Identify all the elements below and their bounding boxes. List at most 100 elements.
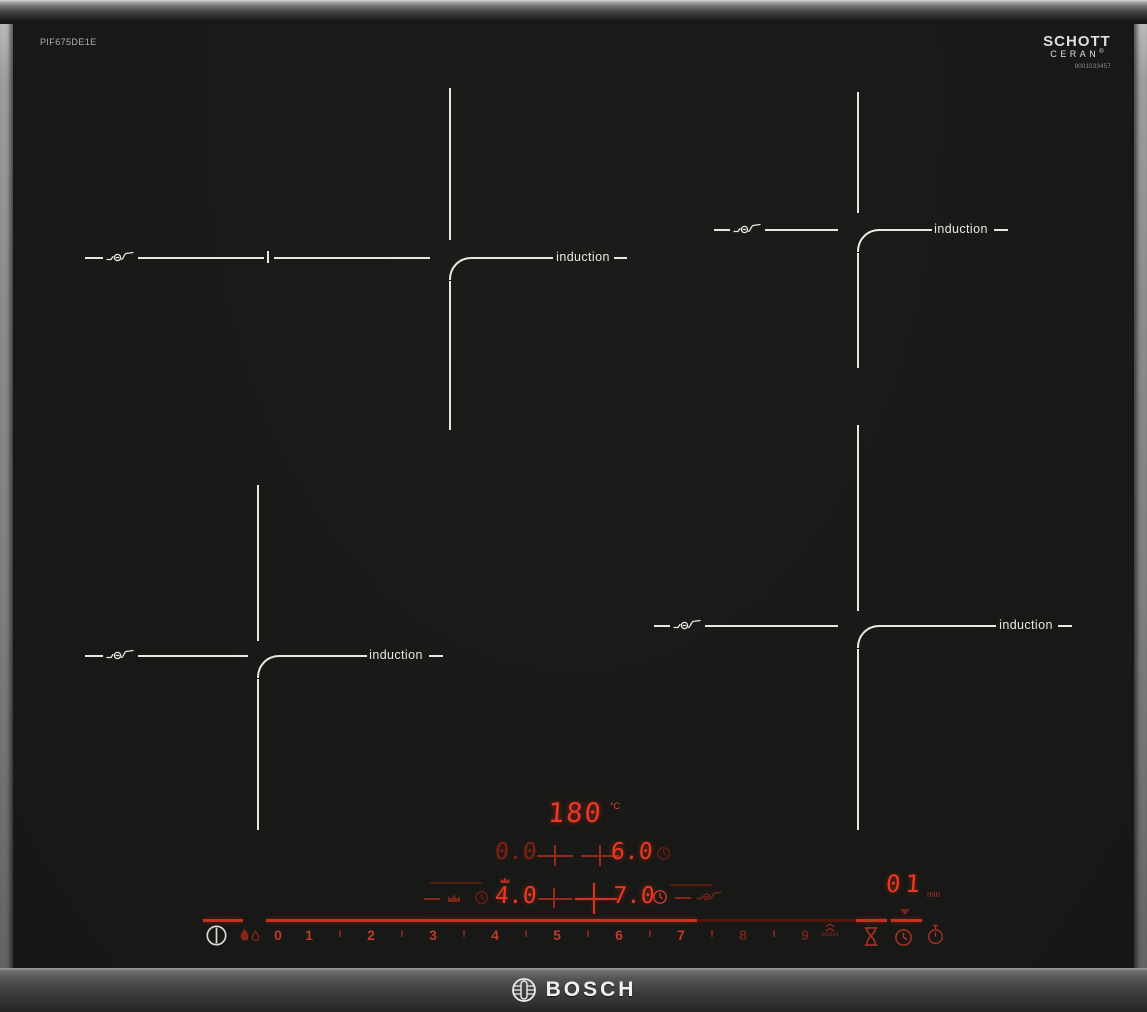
zone-line	[138, 257, 264, 259]
display-rear-right[interactable]: 6.0	[610, 839, 654, 865]
boost-button[interactable]: boost	[816, 923, 844, 938]
zone-label-induction: induction	[369, 648, 423, 662]
frame-right	[1134, 0, 1147, 1012]
registered-mark: ®	[1099, 49, 1104, 55]
zone-label-induction: induction	[999, 618, 1053, 632]
slider-tick	[649, 930, 651, 937]
zone-line	[880, 625, 996, 627]
crown-icon	[499, 876, 511, 884]
panel-divider-line	[430, 882, 482, 884]
timer-indicator-arrow-icon	[900, 909, 910, 915]
zone-position-cross[interactable]	[553, 888, 555, 908]
display-front-right[interactable]: 7.0	[612, 883, 656, 909]
zone-line	[994, 229, 1008, 231]
display-front-left[interactable]: 4.0	[494, 883, 538, 909]
slider-tick	[339, 930, 341, 937]
pan-zone-icon	[696, 889, 722, 901]
slider-level-0[interactable]: 0	[274, 927, 282, 943]
zone-position-cross[interactable]	[599, 845, 601, 866]
bottom-trim-bar: BOSCH	[0, 968, 1147, 1012]
slider-level-3[interactable]: 3	[429, 927, 437, 943]
slider-tick	[773, 930, 775, 937]
timer-display: 01	[885, 870, 926, 898]
slider-level-8[interactable]: 8	[739, 927, 747, 943]
ceramic-glass-surface	[13, 24, 1134, 968]
slider-tick	[525, 930, 527, 937]
zone-line	[857, 649, 859, 830]
stopwatch-icon[interactable]	[926, 924, 945, 946]
zone-line	[880, 229, 932, 231]
timer-segment-line	[891, 919, 922, 922]
zone-line	[1058, 625, 1072, 627]
slider-level-1[interactable]: 1	[305, 927, 313, 943]
zone-line	[429, 655, 443, 657]
bosch-emblem-icon	[511, 977, 537, 1003]
slider-tick	[711, 930, 713, 937]
zone-line	[857, 92, 859, 213]
timer-segment-line	[856, 919, 887, 922]
slider-tick	[463, 930, 465, 937]
hourglass-icon[interactable]	[863, 926, 879, 947]
power-icon[interactable]	[205, 924, 228, 947]
zone-line	[857, 425, 859, 611]
schott-text: SCHOTT	[1043, 33, 1111, 50]
model-number: PIF675DE1E	[40, 37, 97, 47]
frame-left	[0, 0, 13, 1012]
slider-level-4[interactable]: 4	[491, 927, 499, 943]
zone-line	[449, 88, 451, 240]
pan-zone-icon	[673, 617, 701, 630]
zone-line	[138, 655, 248, 657]
pan-zone-icon	[733, 221, 761, 234]
clock-icon	[656, 846, 671, 861]
schott-ceran-logo: SCHOTT CERAN® 9001033457	[1040, 33, 1114, 70]
display-rear-left[interactable]: 0.0	[494, 839, 538, 865]
zone-line	[472, 257, 553, 259]
slider-level-9[interactable]: 9	[801, 927, 809, 943]
boost-label: boost	[821, 932, 839, 938]
pan-zone-icon	[106, 647, 134, 660]
panel-divider-line	[670, 884, 712, 886]
temperature-unit: °C	[610, 801, 621, 811]
frame-top	[0, 0, 1147, 24]
zone-line	[765, 229, 838, 231]
zone-position-cross[interactable]	[575, 898, 617, 900]
clock-icon[interactable]	[894, 928, 913, 947]
pan-zone-icon	[106, 249, 134, 262]
slider-level-7[interactable]: 7	[677, 927, 685, 943]
zone-line	[714, 229, 730, 231]
zone-connector-tick	[267, 251, 269, 263]
zone-label-induction: induction	[556, 250, 610, 264]
temperature-display: 180	[546, 798, 604, 829]
zone-position-cross[interactable]	[593, 883, 595, 914]
slider-level-5[interactable]: 5	[553, 927, 561, 943]
slider-level-2[interactable]: 2	[367, 927, 375, 943]
ceran-text: CERAN®	[1050, 49, 1104, 59]
timer-unit: min	[927, 890, 940, 899]
slider-level-6[interactable]: 6	[615, 927, 623, 943]
zone-line	[274, 257, 430, 259]
clock-icon	[474, 890, 489, 905]
zone-line	[614, 257, 627, 259]
zone-position-cross[interactable]	[554, 845, 556, 866]
slider-tick	[587, 930, 589, 937]
slider-segment-line	[203, 919, 243, 922]
slider-active-line[interactable]	[266, 919, 697, 922]
zone-position-cross[interactable]	[538, 898, 572, 900]
zone-label-induction: induction	[934, 222, 988, 236]
zone-line	[280, 655, 367, 657]
zone-line	[705, 625, 838, 627]
zone-line	[85, 655, 103, 657]
glass-code: 9001033457	[1074, 64, 1111, 70]
clock-icon	[652, 889, 668, 905]
frying-sensor-icon	[238, 924, 262, 943]
slider-inactive-line[interactable]	[697, 919, 856, 922]
zone-line	[449, 281, 451, 430]
slider-tick	[401, 930, 403, 937]
bosch-wordmark: BOSCH	[545, 978, 637, 1001]
crown-icon	[446, 893, 462, 903]
zone-line	[857, 253, 859, 368]
zone-line	[85, 257, 103, 259]
zone-line	[257, 485, 259, 641]
zone-line	[654, 625, 670, 627]
